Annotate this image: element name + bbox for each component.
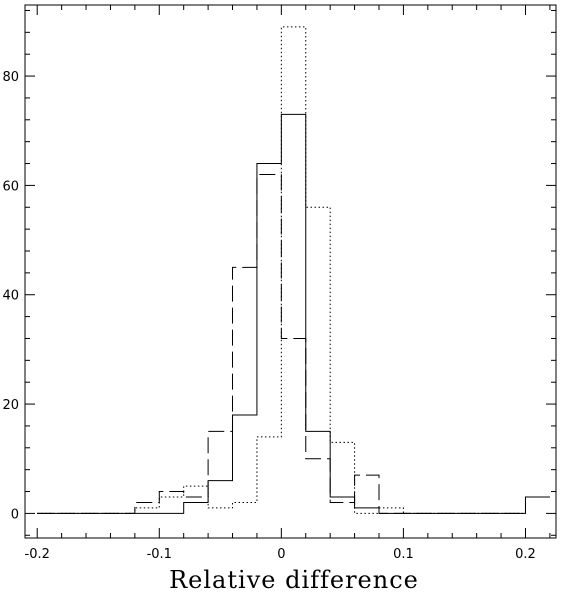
- x-tick-label: -0.1: [147, 547, 172, 562]
- series-solid-line: [37, 113, 550, 514]
- y-tick-label: 60: [2, 179, 19, 194]
- series-dotted-line: [37, 26, 550, 514]
- tick-labels: -0.2 -0.1 0 0.1 0.2 0 20 40 60 80: [2, 70, 535, 562]
- series-dashed-line: [37, 173, 550, 514]
- x-axis-title: Relative difference: [169, 566, 419, 594]
- x-tick-label: 0: [277, 547, 285, 562]
- axis-ticks: [25, 5, 556, 538]
- y-tick-label: 80: [2, 70, 19, 85]
- x-tick-label: 0.1: [393, 547, 414, 562]
- y-tick-label: 40: [2, 289, 19, 304]
- x-tick-label: -0.2: [25, 547, 50, 562]
- y-tick-label: 0: [11, 507, 19, 522]
- histogram-series: [37, 26, 550, 514]
- x-tick-label: 0.2: [515, 547, 536, 562]
- plot-frame: [24, 4, 557, 539]
- y-tick-label: 20: [2, 398, 19, 413]
